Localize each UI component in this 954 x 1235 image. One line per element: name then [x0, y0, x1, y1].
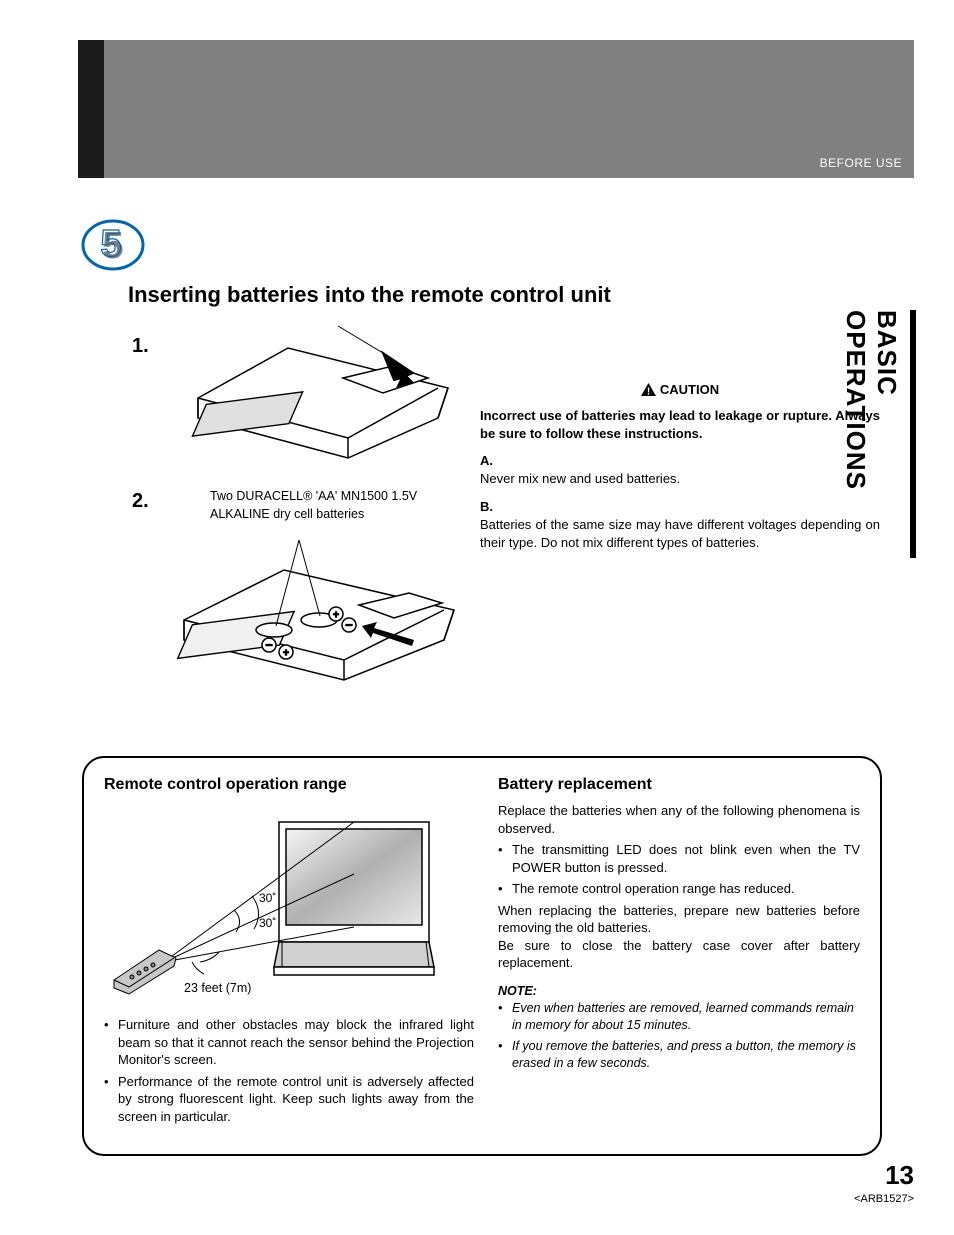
page-number: 13 — [854, 1160, 914, 1191]
battery-spec-text: Two DURACELL® 'AA' MN1500 1.5V ALKALINE … — [210, 488, 450, 523]
caution-heading: ! CAUTION — [480, 382, 880, 397]
battery-repl-after: When replacing the batteries, prepare ne… — [498, 902, 860, 972]
svg-text:5: 5 — [100, 223, 121, 265]
range-distance: 23 feet (7m) — [184, 981, 251, 995]
list-item: • The transmitting LED does not blink ev… — [498, 841, 860, 876]
side-tab: BASIC OPERATIONS — [840, 310, 916, 558]
warning-icon: ! — [641, 383, 656, 396]
battery-repl-heading: Battery replacement — [498, 776, 860, 794]
list-item: • Furniture and other obstacles may bloc… — [104, 1016, 474, 1069]
caution-lead: Incorrect use of batteries may lead to l… — [480, 407, 880, 443]
caution-block: ! CAUTION Incorrect use of batteries may… — [480, 382, 880, 562]
remote-range-section: Remote control operation range — [104, 776, 474, 1136]
svg-text:−: − — [265, 638, 272, 652]
page-footer: 13 <ARB1527> — [854, 1160, 914, 1205]
note-list: • Even when batteries are removed, learn… — [498, 1000, 860, 1072]
battery-spec-line2: ALKALINE dry cell batteries — [210, 507, 364, 521]
step-2-label: 2. — [132, 490, 149, 513]
svg-text:+: + — [283, 648, 289, 659]
breadcrumb: BEFORE USE — [820, 156, 902, 170]
step-1-label: 1. — [132, 335, 149, 358]
battery-repl-bullets: • The transmitting LED does not blink ev… — [498, 841, 860, 898]
svg-text:!: ! — [647, 387, 650, 397]
figure-remote-range: 30˚ 30˚ 23 feet (7m) — [104, 802, 444, 1002]
battery-repl-intro: Replace the batteries when any of the fo… — [498, 802, 860, 837]
side-tab-label: BASIC OPERATIONS — [840, 310, 902, 558]
battery-replacement-section: Battery replacement Replace the batterie… — [498, 776, 860, 1136]
battery-spec-line1: Two DURACELL® 'AA' MN1500 1.5V — [210, 489, 417, 503]
svg-text:+: + — [333, 610, 339, 621]
angle-bottom: 30˚ — [259, 916, 276, 930]
info-box: Remote control operation range — [82, 756, 882, 1156]
figure-insert-batteries: + − − + — [174, 530, 464, 700]
header-band: BEFORE USE — [78, 40, 914, 178]
remote-range-heading: Remote control operation range — [104, 776, 474, 794]
note-label: NOTE: — [498, 984, 860, 998]
list-item: • Even when batteries are removed, learn… — [498, 1000, 860, 1034]
caution-a-text: Never mix new and used batteries. — [480, 470, 880, 488]
caution-heading-text: CAUTION — [660, 382, 719, 397]
list-item: • The remote control operation range has… — [498, 880, 860, 898]
angle-top: 30˚ — [259, 891, 276, 905]
header-grey-block: BEFORE USE — [104, 40, 914, 178]
doc-code: <ARB1527> — [854, 1193, 914, 1205]
caution-a-label: A. — [480, 453, 880, 468]
svg-text:−: − — [345, 618, 352, 632]
step-number-badge: 5 5 — [78, 218, 148, 272]
remote-range-bullets: • Furniture and other obstacles may bloc… — [104, 1016, 474, 1125]
header-dark-stripe — [78, 40, 104, 178]
caution-b-text: Batteries of the same size may have diff… — [480, 516, 880, 552]
caution-b-label: B. — [480, 499, 880, 514]
list-item: • Performance of the remote control unit… — [104, 1073, 474, 1126]
section-title: Inserting batteries into the remote cont… — [128, 282, 611, 308]
list-item: • If you remove the batteries, and press… — [498, 1038, 860, 1072]
figure-remote-open — [188, 318, 458, 478]
